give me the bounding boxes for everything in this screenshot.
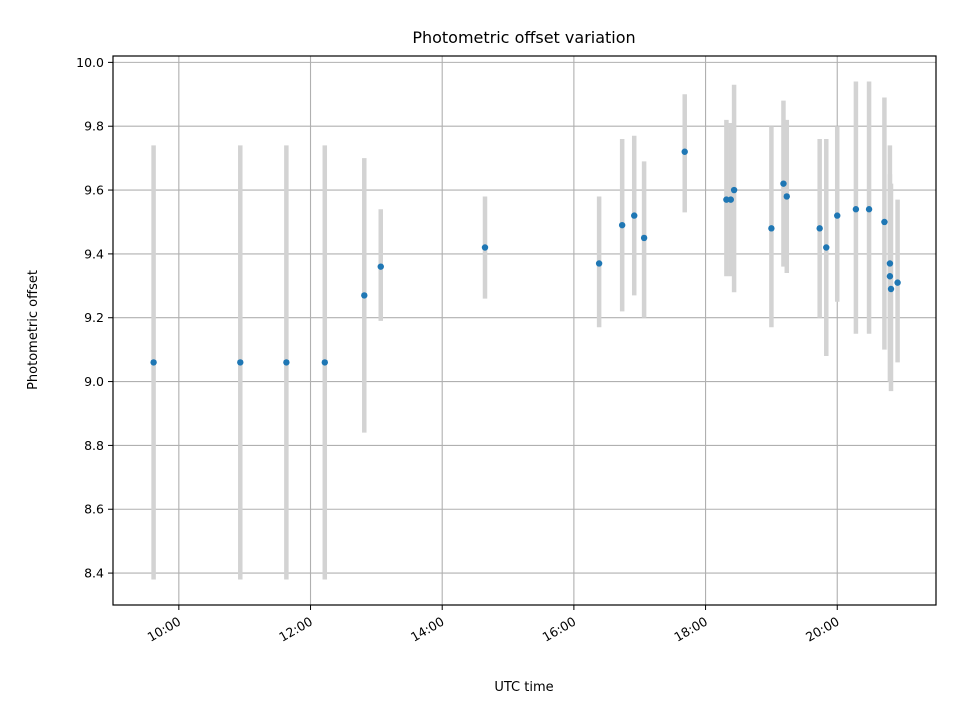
data-point (681, 148, 688, 155)
y-tick-label: 10.0 (76, 55, 104, 70)
data-point (727, 196, 734, 203)
chart-title: Photometric offset variation (412, 28, 635, 47)
y-tick-label: 9.6 (84, 183, 104, 198)
data-point (150, 359, 157, 366)
data-point (816, 225, 823, 232)
data-point (283, 359, 290, 366)
data-point (886, 260, 894, 267)
data-point (780, 180, 787, 187)
data-point (768, 225, 775, 232)
x-axis-label: UTC time (494, 680, 553, 695)
y-axis-ticks: 8.4 8.6 8.8 9.0 9.2 9.4 9.6 9.8 10.0 (76, 55, 113, 581)
y-axis-label: Photometric offset (26, 270, 41, 390)
plot-area (113, 56, 936, 605)
data-point (481, 244, 489, 251)
data-point (321, 359, 328, 366)
data-point (237, 359, 244, 366)
data-point (631, 212, 638, 219)
data-point (886, 273, 894, 280)
data-point (595, 260, 603, 267)
data-points (150, 148, 901, 366)
data-point (823, 244, 830, 251)
data-point (783, 193, 790, 200)
y-tick-label: 9.2 (84, 310, 104, 325)
y-tick-label: 8.8 (84, 438, 104, 453)
y-tick-label: 9.4 (84, 246, 104, 261)
y-tick-label: 9.0 (84, 374, 104, 389)
data-point (834, 212, 841, 219)
y-tick-label: 9.8 (84, 119, 104, 134)
data-point (894, 279, 901, 286)
data-point (881, 218, 888, 226)
data-point (723, 196, 730, 203)
data-point (730, 186, 738, 194)
data-point (865, 206, 873, 213)
data-point (887, 285, 895, 293)
grid (113, 56, 936, 605)
data-point (377, 263, 384, 270)
data-point (852, 206, 860, 213)
y-tick-label: 8.6 (84, 502, 104, 517)
plot-frame (112, 55, 937, 606)
data-point (640, 234, 648, 242)
data-point (361, 292, 368, 299)
data-point (618, 221, 626, 229)
y-tick-label: 8.4 (84, 566, 104, 581)
